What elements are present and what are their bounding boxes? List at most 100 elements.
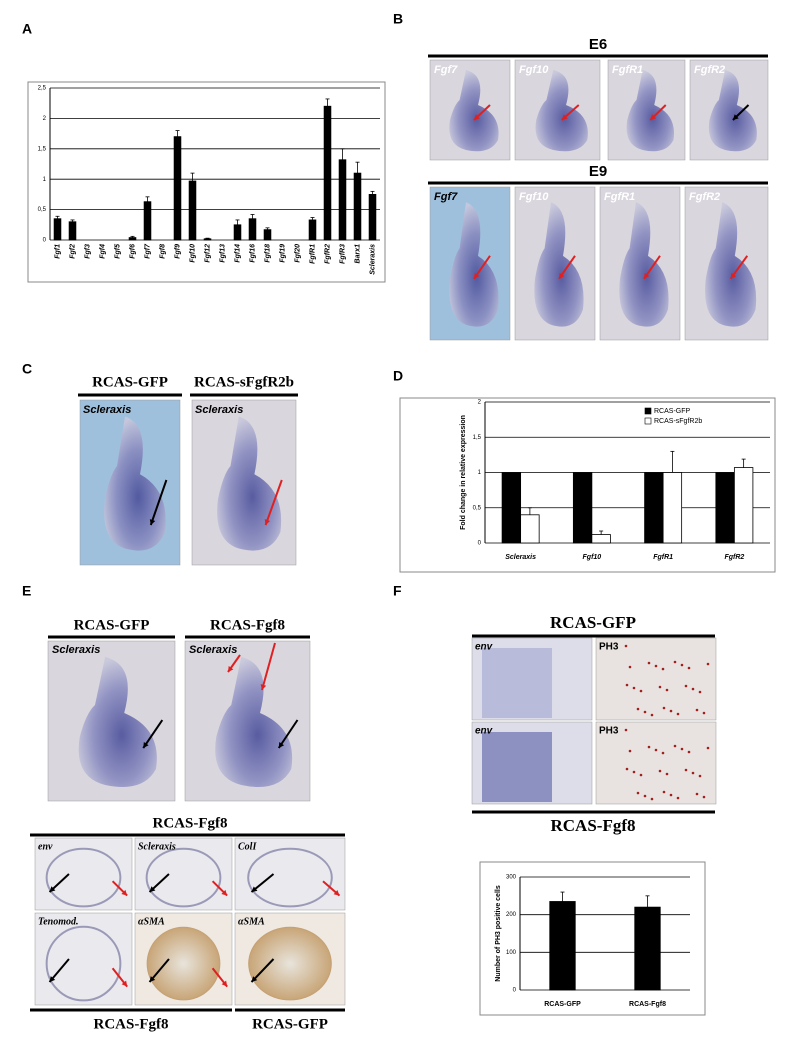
column-header: RCAS-GFP: [92, 374, 168, 390]
bar: [715, 472, 735, 544]
cell-dot: [687, 750, 691, 754]
tissue: [104, 416, 166, 551]
arrow-head: [121, 980, 128, 987]
tissue: [78, 657, 157, 787]
cell-dot: [687, 666, 691, 670]
arrow-head: [251, 886, 258, 892]
tile-label: PH3: [599, 726, 619, 737]
arrow: [261, 642, 276, 691]
bar: [263, 229, 272, 241]
tissue: [535, 70, 588, 152]
arrow-head: [474, 114, 480, 120]
stain: [482, 732, 552, 802]
cell-dot: [624, 644, 628, 648]
cell-dot: [665, 772, 669, 776]
cell-dot: [658, 769, 662, 773]
tissue: [146, 926, 221, 1001]
arrow-head: [260, 684, 267, 690]
arrow-head: [732, 114, 739, 120]
section-title: RCAS-Fgf8: [153, 815, 228, 831]
cell-dot: [691, 771, 695, 775]
micrograph: [595, 721, 717, 805]
x-tick-label: Fgf12: [204, 244, 211, 263]
chart-frame: [479, 861, 706, 1016]
arrow: [149, 479, 168, 526]
arrow-head: [251, 976, 258, 982]
bar: [248, 218, 257, 241]
stain: [482, 648, 552, 718]
micrograph: [34, 912, 133, 1006]
tissue: [626, 70, 674, 152]
bar: [644, 472, 664, 544]
bar: [501, 472, 522, 544]
x-tick-label: Barx1: [354, 244, 361, 264]
panel-title: RCAS-GFP: [550, 613, 636, 632]
arrow-head: [644, 272, 650, 279]
x-tick-label: FgfR1: [653, 554, 673, 561]
arrow-head: [121, 889, 128, 896]
bar: [549, 901, 576, 991]
cell-dot: [698, 774, 702, 778]
x-tick-label: Fgf1: [54, 244, 61, 259]
cell-dot: [673, 744, 677, 748]
x-tick-label: Fgf14: [234, 244, 241, 263]
x-tick-label: Fgf13: [219, 244, 226, 263]
tissue: [449, 70, 499, 152]
x-tick-label: Fgf10: [189, 244, 196, 263]
legend-label: RCAS-sFgfR2b: [654, 418, 702, 425]
row-title: E6: [589, 36, 607, 53]
tile-label: Tenomod.: [38, 916, 78, 927]
probe-label: Fgf10: [519, 64, 549, 76]
bar: [128, 237, 137, 241]
footer: RCAS-GFP: [252, 1016, 328, 1032]
cell-dot: [684, 684, 688, 688]
panel-letter: D: [393, 368, 403, 384]
y-tick-label: 2: [43, 116, 47, 122]
tissue: [45, 847, 122, 908]
micrograph: [595, 637, 717, 721]
footer: RCAS-Fgf8: [94, 1016, 169, 1032]
cell-dot: [624, 728, 628, 732]
cell-dot: [654, 748, 658, 752]
bar: [591, 534, 611, 544]
arrow-head: [221, 980, 228, 987]
tile-label: αSMA: [138, 916, 165, 927]
x-tick-label: Fgf8: [159, 244, 166, 259]
x-tick-label: FgfR2: [724, 554, 744, 561]
bar: [203, 238, 212, 241]
cell-dot: [661, 667, 665, 671]
tissue: [449, 202, 499, 327]
arrow-head: [264, 519, 271, 525]
arrow-head: [650, 114, 657, 120]
x-tick-label: Scleraxis: [369, 244, 376, 275]
bar: [520, 514, 540, 544]
bar: [143, 201, 152, 241]
x-tick-label: Fgf5: [114, 244, 121, 259]
x-tick-label: FgfR2: [324, 244, 331, 264]
panel-letter: A: [22, 21, 32, 37]
cell-dot: [654, 664, 658, 668]
cell-dot: [698, 690, 702, 694]
y-tick-label: 0: [43, 238, 47, 244]
cell-dot: [662, 790, 666, 794]
cell-dot: [673, 660, 677, 664]
y-tick-label: 1,5: [38, 146, 47, 152]
probe-label: Scleraxis: [189, 644, 237, 656]
micrograph: [34, 837, 133, 911]
cell-dot: [632, 686, 636, 690]
tile-label: ColI: [238, 841, 257, 852]
cell-dot: [628, 665, 632, 669]
cell-dot: [658, 685, 662, 689]
arrow-head: [143, 742, 149, 748]
tissue: [708, 70, 757, 152]
x-tick-label: RCAS-Fgf8: [629, 1001, 666, 1008]
arrow-head: [474, 272, 480, 279]
tissue: [145, 847, 222, 908]
x-tick-label: Fgf16: [249, 244, 256, 263]
tile-label: αSMA: [238, 916, 265, 927]
probe-label: FgfR2: [694, 64, 725, 76]
cell-dot: [695, 708, 699, 712]
x-tick-label: Fgf10: [583, 554, 602, 561]
y-tick-label: 1,5: [473, 435, 482, 441]
y-tick-label: 0: [513, 988, 517, 994]
